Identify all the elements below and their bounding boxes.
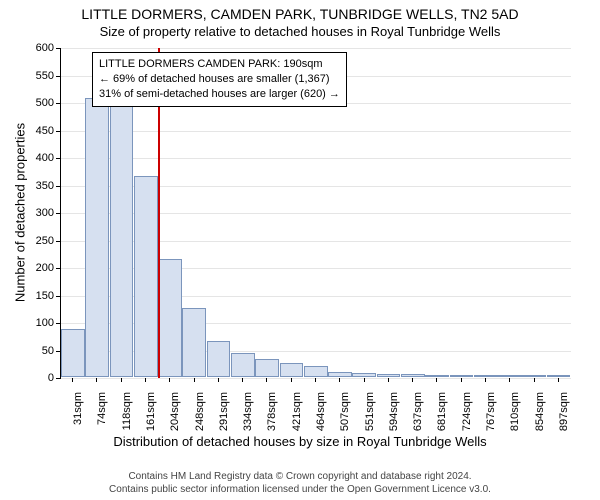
x-tick-mark bbox=[364, 378, 365, 382]
x-tick-mark bbox=[72, 378, 73, 382]
x-tick-mark bbox=[558, 378, 559, 382]
histogram-bar bbox=[207, 341, 231, 377]
info-box-line3: 31% of semi-detached houses are larger (… bbox=[99, 87, 340, 102]
histogram-bar bbox=[450, 375, 474, 377]
grid-line bbox=[61, 378, 571, 379]
chart-container: LITTLE DORMERS, CAMDEN PARK, TUNBRIDGE W… bbox=[0, 0, 600, 500]
y-tick-label: 100 bbox=[24, 317, 54, 329]
y-tick-label: 150 bbox=[24, 290, 54, 302]
y-tick-label: 550 bbox=[24, 70, 54, 82]
x-tick-mark bbox=[388, 378, 389, 382]
y-tick-label: 450 bbox=[24, 125, 54, 137]
histogram-bar bbox=[110, 87, 134, 377]
histogram-bar bbox=[61, 329, 85, 377]
x-tick-mark bbox=[485, 378, 486, 382]
histogram-bar bbox=[304, 366, 328, 377]
histogram-bar bbox=[425, 375, 449, 377]
histogram-bar bbox=[182, 308, 206, 377]
x-tick-mark bbox=[461, 378, 462, 382]
chart-title: LITTLE DORMERS, CAMDEN PARK, TUNBRIDGE W… bbox=[0, 0, 600, 22]
y-tick-label: 400 bbox=[24, 152, 54, 164]
info-box: LITTLE DORMERS CAMDEN PARK: 190sqm ← 69%… bbox=[92, 52, 347, 107]
y-tick-label: 300 bbox=[24, 207, 54, 219]
grid-line bbox=[61, 131, 571, 132]
y-tick-mark bbox=[56, 103, 60, 104]
y-tick-label: 600 bbox=[24, 42, 54, 54]
x-tick-mark bbox=[218, 378, 219, 382]
histogram-bar bbox=[158, 259, 182, 377]
histogram-bar bbox=[231, 353, 255, 377]
histogram-bar bbox=[522, 375, 546, 377]
x-tick-mark bbox=[436, 378, 437, 382]
y-tick-label: 350 bbox=[24, 180, 54, 192]
footer-line1: Contains HM Land Registry data © Crown c… bbox=[0, 470, 600, 483]
y-tick-mark bbox=[56, 158, 60, 159]
x-tick-mark bbox=[266, 378, 267, 382]
chart-subtitle: Size of property relative to detached ho… bbox=[0, 22, 600, 39]
y-tick-mark bbox=[56, 213, 60, 214]
y-tick-label: 200 bbox=[24, 262, 54, 274]
y-tick-mark bbox=[56, 323, 60, 324]
histogram-bar bbox=[352, 373, 376, 377]
y-tick-label: 250 bbox=[24, 235, 54, 247]
footer-line2: Contains public sector information licen… bbox=[0, 483, 600, 496]
grid-line bbox=[61, 158, 571, 159]
x-tick-mark bbox=[121, 378, 122, 382]
y-tick-label: 0 bbox=[24, 372, 54, 384]
y-tick-mark bbox=[56, 378, 60, 379]
x-tick-mark bbox=[509, 378, 510, 382]
x-tick-mark bbox=[412, 378, 413, 382]
histogram-bar bbox=[377, 374, 401, 377]
histogram-bar bbox=[85, 98, 109, 377]
histogram-bar bbox=[328, 372, 352, 378]
x-tick-mark bbox=[534, 378, 535, 382]
x-tick-mark bbox=[169, 378, 170, 382]
info-box-line1: LITTLE DORMERS CAMDEN PARK: 190sqm bbox=[99, 57, 340, 72]
y-tick-mark bbox=[56, 48, 60, 49]
grid-line bbox=[61, 48, 571, 49]
histogram-bar bbox=[255, 359, 279, 377]
y-tick-mark bbox=[56, 296, 60, 297]
histogram-bar bbox=[401, 374, 425, 377]
histogram-bar bbox=[547, 375, 571, 377]
y-tick-label: 500 bbox=[24, 97, 54, 109]
x-tick-mark bbox=[145, 378, 146, 382]
y-tick-label: 50 bbox=[24, 345, 54, 357]
histogram-bar bbox=[280, 363, 304, 377]
x-tick-mark bbox=[242, 378, 243, 382]
y-axis-label: Number of detached properties bbox=[13, 113, 28, 313]
histogram-bar bbox=[498, 375, 522, 377]
y-tick-mark bbox=[56, 351, 60, 352]
y-tick-mark bbox=[56, 76, 60, 77]
y-tick-mark bbox=[56, 186, 60, 187]
footer: Contains HM Land Registry data © Crown c… bbox=[0, 470, 600, 496]
histogram-bar bbox=[474, 375, 498, 377]
x-tick-mark bbox=[96, 378, 97, 382]
y-tick-mark bbox=[56, 241, 60, 242]
x-axis-label: Distribution of detached houses by size … bbox=[0, 434, 600, 449]
x-tick-mark bbox=[315, 378, 316, 382]
y-tick-mark bbox=[56, 268, 60, 269]
chart-area: 050100150200250300350400450500550600 31s… bbox=[60, 48, 570, 378]
y-tick-mark bbox=[56, 131, 60, 132]
info-box-line2: ← 69% of detached houses are smaller (1,… bbox=[99, 72, 340, 87]
x-tick-mark bbox=[339, 378, 340, 382]
x-tick-mark bbox=[291, 378, 292, 382]
x-tick-mark bbox=[194, 378, 195, 382]
histogram-bar bbox=[134, 176, 158, 377]
